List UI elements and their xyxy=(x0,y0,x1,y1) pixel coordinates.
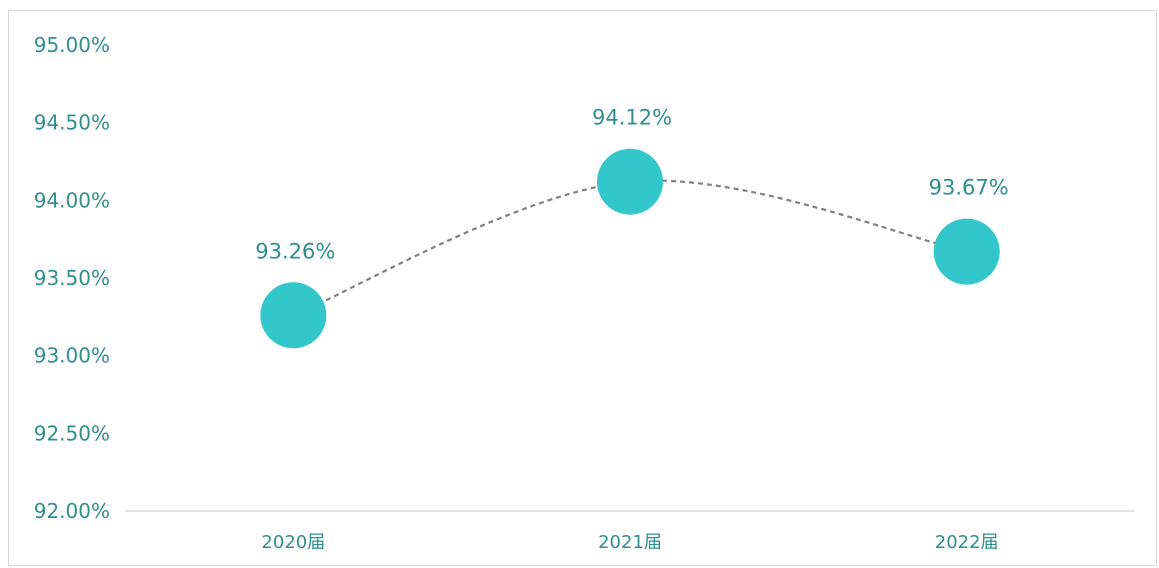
x-tick-label: 2022届 xyxy=(935,532,999,553)
series-markers xyxy=(260,148,1000,349)
chart-frame xyxy=(8,10,1157,566)
data-label: 93.26% xyxy=(255,239,335,263)
y-tick-label: 95.00% xyxy=(34,33,110,57)
y-tick-label: 93.00% xyxy=(34,344,110,368)
data-point-marker xyxy=(260,282,327,349)
y-tick-label: 93.50% xyxy=(34,266,110,290)
x-tick-label: 2021届 xyxy=(598,532,662,553)
data-labels: 93.26% 94.12% 93.67% xyxy=(255,106,1008,264)
y-tick-label: 94.00% xyxy=(34,188,110,212)
x-tick-label: 2020届 xyxy=(261,532,325,553)
data-label: 94.12% xyxy=(592,106,672,130)
data-label: 93.67% xyxy=(929,176,1009,200)
x-tick-labels: 2020届 2021届 2022届 xyxy=(261,532,998,553)
y-tick-labels: 92.00% 92.50% 93.00% 93.50% 94.00% 94.50% 95.0… xyxy=(34,33,110,523)
y-tick-label: 94.50% xyxy=(34,111,110,135)
data-point-marker xyxy=(933,218,1000,285)
y-tick-label: 92.00% xyxy=(34,499,110,523)
data-point-marker xyxy=(597,148,663,215)
y-tick-label: 92.50% xyxy=(34,421,110,445)
